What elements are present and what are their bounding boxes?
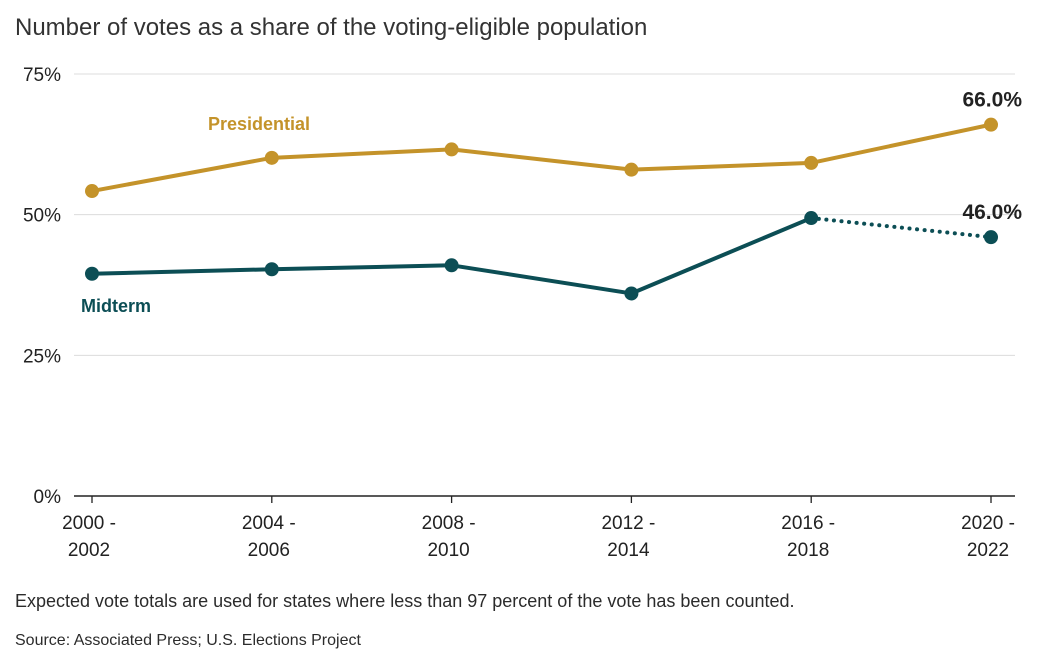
x-tick-label-line: 2006 (248, 540, 290, 561)
series-line-dotted (809, 216, 993, 240)
y-axis-ticks: 0% 25% 50% 75% (23, 65, 61, 508)
x-tick-label-line: 2014 (607, 540, 650, 561)
x-tick-label: 2008 - 2010 (422, 513, 476, 561)
footnote: Expected vote totals are used for states… (15, 591, 795, 611)
data-point (85, 266, 99, 281)
series-line (90, 122, 993, 194)
y-tick-label: 25% (23, 346, 61, 367)
gridlines (74, 73, 1015, 497)
x-tick-label: 2016 - 2018 (781, 513, 835, 561)
data-point (444, 258, 459, 273)
x-tick-label-line: 2018 (787, 540, 829, 561)
data-point (984, 230, 998, 245)
series-line (90, 216, 814, 296)
data-point (804, 211, 819, 226)
y-tick-label: 50% (23, 206, 61, 227)
x-axis-ticks: 2000 - 2002 2004 - 2006 2008 - 2010 2012 - 2014… (62, 496, 1015, 561)
end-value-label: 46.0% (962, 201, 1022, 224)
y-tick-label: 75% (23, 65, 61, 86)
x-tick-label: 2012 - 2014 (601, 513, 655, 561)
x-tick-label-line: 2016 - (781, 513, 835, 534)
series-group (85, 117, 998, 301)
series-label-presidential: Presidential (208, 114, 310, 134)
x-tick-label-line: 2022 (967, 540, 1009, 561)
data-point (624, 286, 639, 301)
data-point (624, 162, 639, 177)
x-tick-label-line: 2020 - (961, 513, 1015, 534)
x-tick-label-line: 2000 - (62, 513, 116, 534)
x-tick-label: 2004 - 2006 (242, 513, 296, 561)
series-label-midterm: Midterm (81, 296, 151, 316)
chart-title: Number of votes as a share of the voting… (15, 14, 648, 41)
data-point (984, 117, 998, 132)
data-point (804, 155, 819, 170)
x-tick-label: 2020 - 2022 (961, 513, 1015, 561)
y-tick-label: 0% (34, 487, 62, 508)
x-tick-label-line: 2002 (68, 540, 110, 561)
source-note: Source: Associated Press; U.S. Elections… (15, 632, 361, 649)
data-point (264, 150, 279, 165)
data-point (444, 142, 459, 157)
x-tick-label: 2000 - 2002 (62, 513, 116, 561)
data-point (264, 262, 279, 277)
x-tick-label-line: 2010 (427, 540, 469, 561)
x-tick-label-line: 2004 - (242, 513, 296, 534)
data-point (85, 184, 99, 199)
end-value-label: 66.0% (962, 89, 1022, 112)
x-tick-label-line: 2008 - (422, 513, 476, 534)
x-tick-label-line: 2012 - (601, 513, 655, 534)
label-group: Presidential Midterm 66.0% 46.0% (81, 89, 1022, 316)
